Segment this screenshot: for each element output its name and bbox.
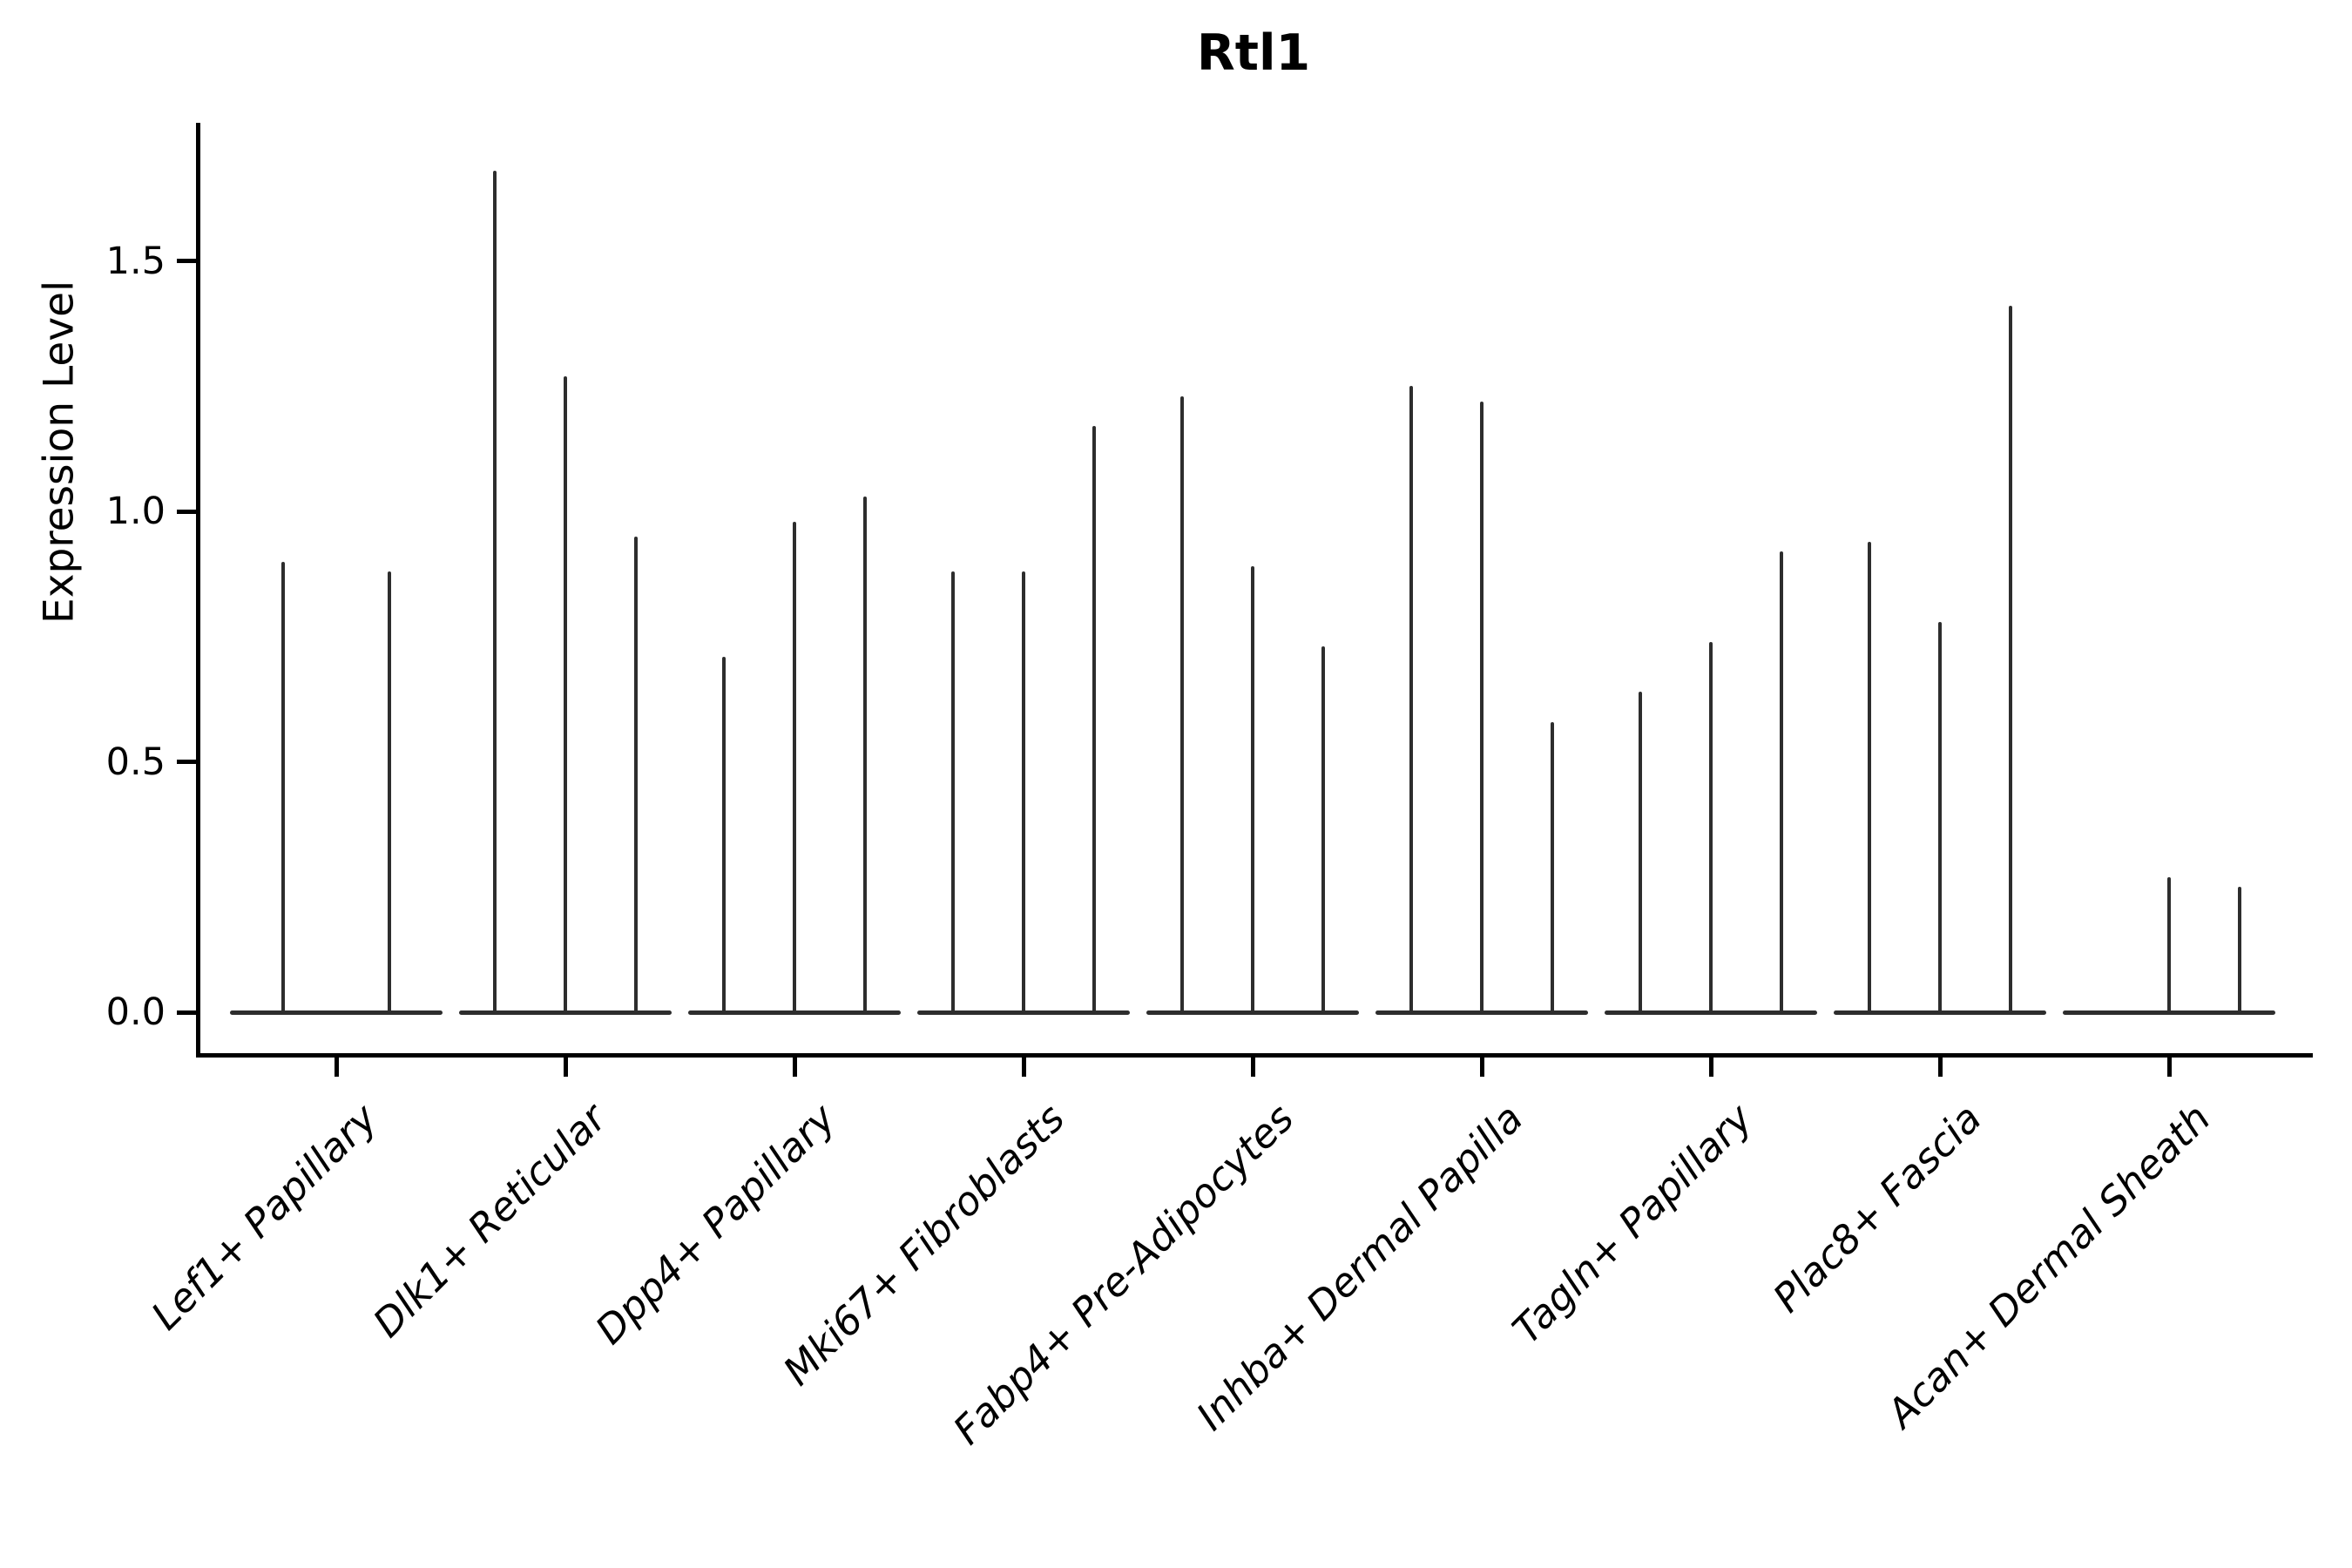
violin-spike xyxy=(1092,426,1096,1012)
violin-spike xyxy=(2167,876,2171,1012)
violin-spike xyxy=(1868,541,1871,1012)
violin-baseline xyxy=(917,1010,1130,1015)
x-tick-label: Lef1+ Papillary xyxy=(142,1095,387,1339)
violin-spike xyxy=(1938,621,1942,1012)
violin-spike xyxy=(1780,551,1783,1012)
violin-spike xyxy=(863,496,867,1012)
x-tick-mark xyxy=(563,1057,568,1077)
y-tick-label: 0.0 xyxy=(105,990,166,1034)
violin-spike xyxy=(1480,401,1484,1012)
violin-spike xyxy=(1639,692,1642,1012)
violin-spike xyxy=(634,536,638,1012)
violin-spike xyxy=(1551,721,1554,1012)
violin-spike xyxy=(388,571,391,1012)
violin-baseline xyxy=(459,1010,672,1015)
violin-baseline xyxy=(230,1010,443,1015)
y-axis-label: Expression Level xyxy=(35,280,84,624)
violin-spike xyxy=(1022,571,1025,1012)
x-tick-mark xyxy=(1708,1057,1713,1077)
violin-baseline xyxy=(1146,1010,1359,1015)
violin-spike xyxy=(493,171,497,1012)
violin-baseline xyxy=(2063,1010,2275,1015)
y-tick-mark xyxy=(176,259,196,263)
page-title: Rtl1 xyxy=(1196,24,1311,82)
y-tick-mark xyxy=(176,509,196,514)
violin-baseline xyxy=(1605,1010,1817,1015)
x-tick-label: Tagln+ Papillary xyxy=(1503,1095,1761,1353)
violin-spike xyxy=(564,375,567,1012)
violin-baseline xyxy=(688,1010,901,1015)
x-tick-mark xyxy=(792,1057,797,1077)
violin-spike xyxy=(1180,395,1184,1012)
violin-spike xyxy=(2238,887,2241,1012)
y-tick-label: 1.5 xyxy=(105,239,166,283)
violin-baseline xyxy=(1834,1010,2046,1015)
violin-spike xyxy=(951,571,955,1012)
y-tick-mark xyxy=(176,760,196,764)
x-tick-label: Dlk1+ Reticular xyxy=(364,1095,616,1347)
x-tick-mark xyxy=(1021,1057,1026,1077)
violin-spike xyxy=(722,656,726,1012)
violin-spike xyxy=(793,521,796,1012)
violin-spike xyxy=(281,561,285,1012)
x-tick-mark xyxy=(334,1057,339,1077)
x-tick-mark xyxy=(1250,1057,1255,1077)
y-tick-label: 0.5 xyxy=(105,740,166,784)
violin-spike xyxy=(1321,646,1325,1012)
x-tick-label: Plac8+ Fascia xyxy=(1763,1095,1990,1321)
violin-spike xyxy=(1709,641,1713,1012)
x-tick-mark xyxy=(2166,1057,2172,1077)
x-tick-label: Dpp4+ Papillary xyxy=(586,1095,845,1354)
x-axis-spine xyxy=(195,1052,2313,1058)
violin-spike xyxy=(1409,386,1413,1012)
y-tick-label: 1.0 xyxy=(105,490,166,533)
violin-spike xyxy=(2009,306,2012,1012)
violin-baseline xyxy=(1375,1010,1588,1015)
y-axis-spine xyxy=(195,123,200,1058)
violin-spike xyxy=(1251,566,1254,1012)
x-tick-mark xyxy=(1479,1057,1484,1077)
y-tick-mark xyxy=(176,1010,196,1015)
x-tick-mark xyxy=(1937,1057,1943,1077)
